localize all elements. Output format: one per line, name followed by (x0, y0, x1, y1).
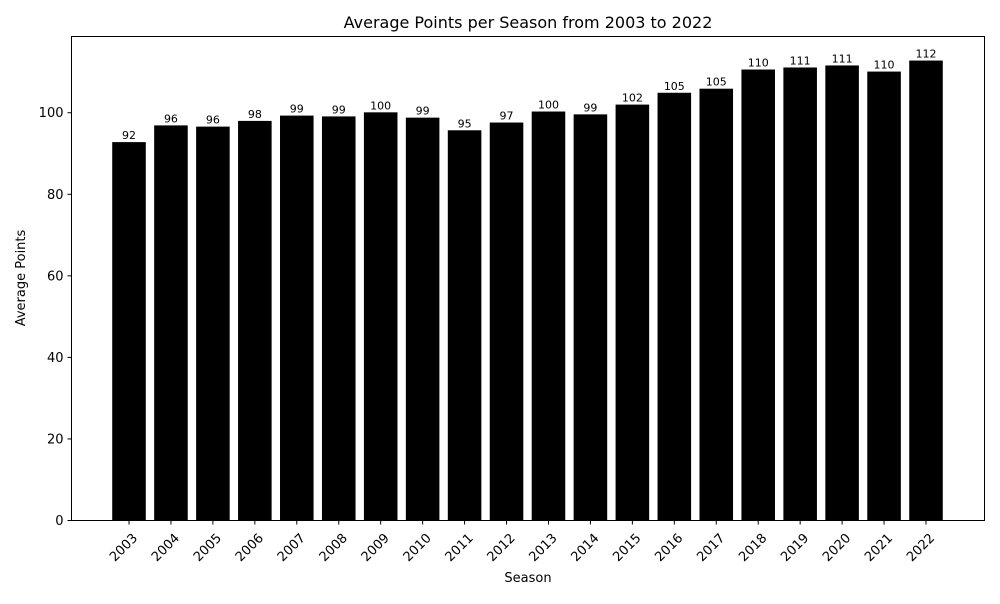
x-tick-label-2019: 2019 (778, 531, 812, 565)
x-tick-label-2016: 2016 (652, 531, 686, 565)
data-label-2007: 99 (290, 103, 304, 116)
bar-2011 (447, 130, 482, 521)
y-tick-label-40: 40 (47, 351, 64, 366)
data-label-2017: 105 (706, 76, 727, 89)
bar-2013 (531, 111, 566, 521)
chart-title: Average Points per Season from 2003 to 2… (344, 13, 713, 32)
bar-2018 (741, 69, 775, 521)
bar-2012 (489, 122, 524, 521)
bar-2016 (657, 92, 692, 521)
bar-2017 (699, 88, 734, 521)
bar-2009 (363, 112, 398, 521)
data-label-2020: 111 (832, 52, 853, 65)
x-tick-label-2018: 2018 (736, 531, 770, 565)
data-label-2010: 99 (416, 105, 430, 118)
y-axis-label: Average Points (14, 229, 29, 326)
data-label-2015: 102 (622, 92, 643, 105)
data-label-2014: 99 (583, 101, 597, 114)
data-label-2012: 97 (500, 110, 514, 123)
data-label-2009: 100 (370, 99, 391, 112)
x-tick-label-2017: 2017 (694, 531, 728, 565)
data-label-2003: 92 (122, 129, 136, 142)
plot-area-frame (71, 36, 985, 521)
data-label-2008: 99 (332, 103, 346, 116)
x-axis-label: Season (504, 571, 551, 586)
x-tick-label-2020: 2020 (820, 531, 854, 565)
x-tick-label-2008: 2008 (317, 531, 351, 565)
data-label-2011: 95 (458, 117, 472, 130)
bar-2010 (405, 117, 440, 521)
y-tick-label-60: 60 (47, 269, 64, 284)
bar-2008 (321, 116, 356, 521)
y-axis-ticks: 0 20 40 60 80 100 (39, 106, 72, 529)
bar-2014 (573, 114, 608, 521)
bar-2019 (783, 67, 817, 521)
data-label-2005: 96 (206, 114, 220, 127)
x-tick-label-2004: 2004 (149, 531, 183, 565)
x-tick-label-2006: 2006 (233, 531, 267, 565)
x-tick-label-2005: 2005 (191, 531, 225, 565)
x-tick-label-2015: 2015 (610, 531, 644, 565)
data-label-2018: 110 (748, 57, 769, 70)
x-tick-label-2021: 2021 (862, 531, 896, 565)
x-tick-label-2014: 2014 (568, 531, 602, 565)
x-axis-ticks: 2003 2004 2005 2006 2007 2008 2009 2010 2011 2012… (107, 520, 938, 565)
x-tick-label-2007: 2007 (275, 531, 309, 565)
x-tick-label-2013: 2013 (527, 531, 561, 565)
y-tick-label-20: 20 (47, 432, 64, 447)
data-labels-layer: 92 96 96 98 99 99 100 99 95 97 100 99 102 105 105 110 11… (122, 48, 937, 143)
bar-2006 (238, 120, 272, 521)
data-label-2021: 110 (874, 59, 895, 72)
data-label-2013: 100 (538, 99, 559, 112)
x-tick-label-2009: 2009 (359, 531, 393, 565)
bar-2021 (867, 71, 901, 521)
data-label-2016: 105 (664, 80, 685, 93)
x-tick-label-2003: 2003 (107, 531, 141, 565)
data-label-2022: 112 (916, 48, 937, 61)
data-label-2004: 96 (164, 112, 178, 125)
data-label-2006: 98 (248, 108, 262, 121)
bar-2007 (280, 115, 314, 521)
x-tick-label-2010: 2010 (401, 531, 435, 565)
y-tick-label-100: 100 (39, 106, 64, 121)
x-tick-label-2011: 2011 (443, 531, 477, 565)
bar-2004 (154, 125, 188, 521)
data-label-2019: 111 (790, 54, 811, 67)
x-tick-label-2022: 2022 (904, 531, 938, 565)
bar-2005 (196, 126, 230, 521)
bar-2015 (615, 104, 650, 521)
bar-2022 (909, 60, 943, 521)
bar-2003 (112, 142, 146, 521)
x-tick-label-2012: 2012 (485, 531, 519, 565)
y-tick-label-80: 80 (47, 188, 64, 203)
bar-2020 (825, 65, 859, 521)
y-tick-label-0: 0 (55, 514, 63, 529)
bars-layer (112, 60, 943, 521)
